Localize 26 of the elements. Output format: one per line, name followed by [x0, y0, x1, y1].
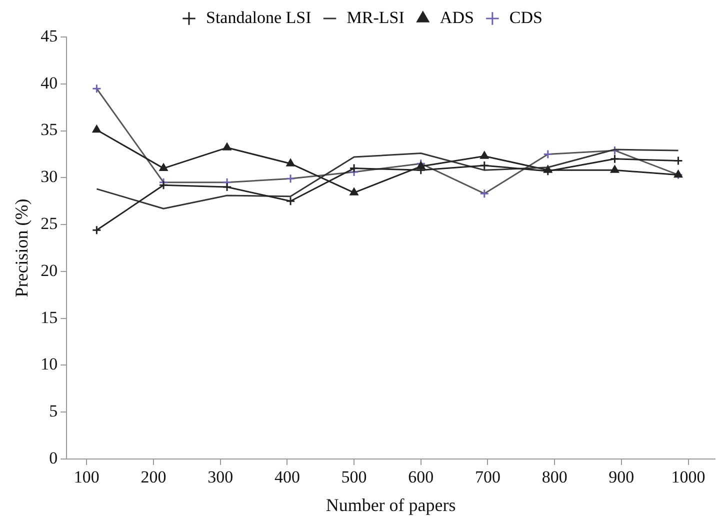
y-tick-label: 5 — [49, 402, 58, 421]
legend-label: Standalone LSI — [206, 8, 312, 27]
legend-label: ADS — [440, 8, 474, 27]
y-tick-label: 25 — [40, 214, 58, 234]
x-tick-label: 600 — [408, 468, 434, 487]
x-tick-label: 300 — [208, 468, 234, 487]
y-tick-label: 10 — [40, 354, 58, 374]
legend-label: MR-LSI — [346, 8, 405, 27]
y-tick-label: 0 — [49, 448, 58, 468]
x-tick-label: 100 — [74, 468, 100, 487]
x-tick-label: 500 — [341, 468, 367, 487]
y-tick-label: 45 — [40, 26, 58, 46]
x-tick-label: 400 — [274, 468, 300, 487]
y-tick-label: 35 — [40, 120, 58, 140]
y-axis-title: Precision (%) — [12, 198, 32, 298]
x-tick-label: 900 — [608, 468, 634, 487]
x-tick-label: 700 — [474, 468, 500, 487]
x-axis-title: Number of papers — [326, 494, 456, 515]
legend-label: CDS — [509, 8, 542, 27]
x-tick-label: 1000 — [671, 468, 706, 487]
y-tick-label: 40 — [40, 73, 58, 92]
y-tick-label: 15 — [40, 308, 58, 327]
y-tick-label: 30 — [40, 167, 58, 186]
y-tick-label: 20 — [40, 260, 58, 280]
x-tick-label: 800 — [542, 468, 568, 487]
x-tick-label: 200 — [140, 468, 166, 487]
